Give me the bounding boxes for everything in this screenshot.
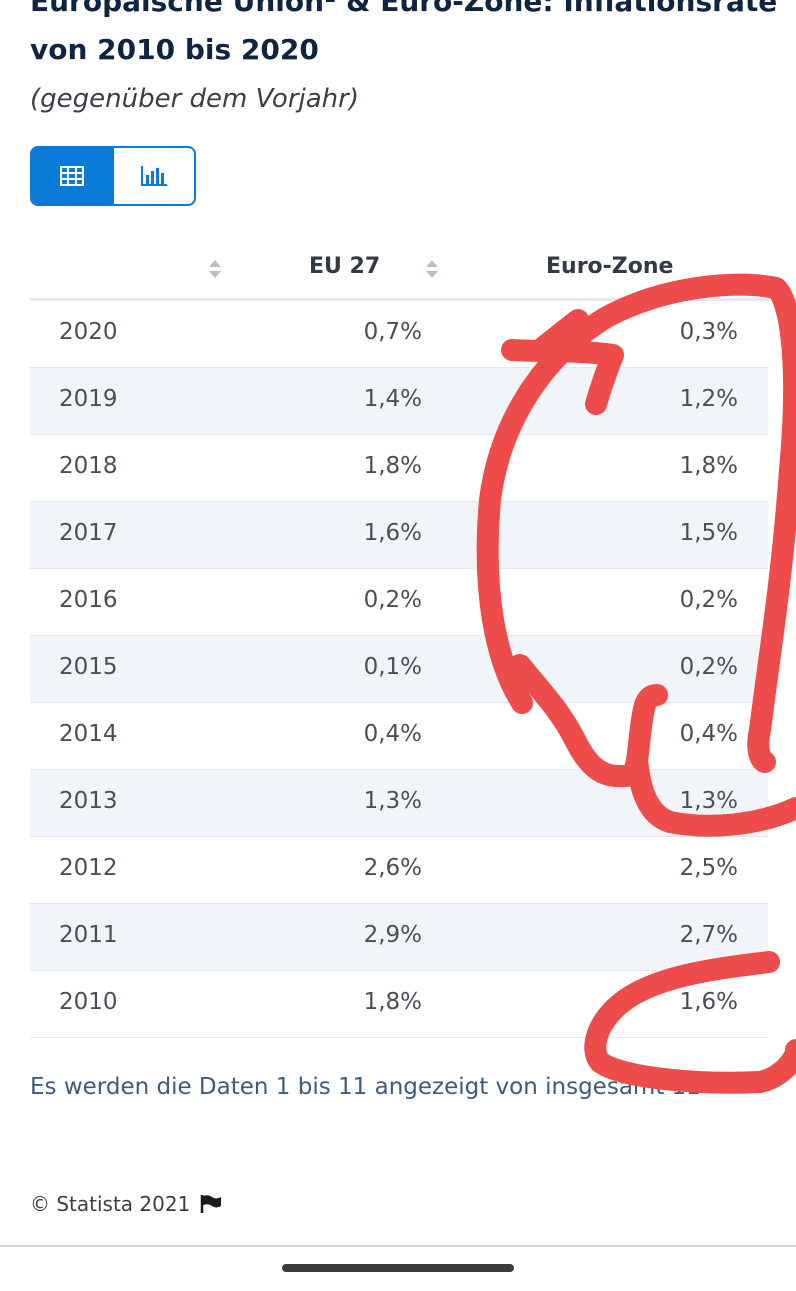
year-cell: 2018: [59, 453, 118, 479]
table-row: 2018 1,8% 1,8%: [30, 435, 768, 502]
chart-view-button[interactable]: [112, 148, 194, 204]
year-cell: 2015: [59, 654, 118, 680]
eurozone-cell: 1,8%: [679, 453, 738, 479]
table-row: 2012 2,6% 2,5%: [30, 837, 768, 904]
divider: [0, 1245, 796, 1247]
year-cell: 2013: [59, 788, 118, 814]
table-row: 2017 1,6% 1,5%: [30, 502, 768, 569]
table-view-button[interactable]: [32, 148, 112, 204]
year-cell: 2011: [59, 922, 118, 948]
eurozone-cell: 0,2%: [679, 587, 738, 613]
year-cell: 2016: [59, 587, 118, 613]
eurozone-cell: 2,7%: [679, 922, 738, 948]
eu27-cell: 1,4%: [363, 386, 422, 412]
eu27-cell: 1,8%: [363, 989, 422, 1015]
eu27-cell: 0,4%: [363, 721, 422, 747]
eurozone-cell: 0,4%: [679, 721, 738, 747]
eurozone-cell: 0,2%: [679, 654, 738, 680]
sort-icon[interactable]: [207, 258, 223, 280]
table-row: 2014 0,4% 0,4%: [30, 703, 768, 770]
table-row: 2011 2,9% 2,7%: [30, 904, 768, 971]
eurozone-cell: 1,2%: [679, 386, 738, 412]
view-toggle: [30, 146, 196, 206]
column-header-eurozone[interactable]: Euro-Zone: [546, 254, 674, 279]
eu27-cell: 2,6%: [363, 855, 422, 881]
year-cell: 2012: [59, 855, 118, 881]
table-row: 2010 1,8% 1,6%: [30, 971, 768, 1038]
table-row: 2015 0,1% 0,2%: [30, 636, 768, 703]
eu27-cell: 0,2%: [363, 587, 422, 613]
year-cell: 2020: [59, 319, 118, 345]
eu27-cell: 1,6%: [363, 520, 422, 546]
copyright-text: © Statista 2021: [30, 1192, 191, 1216]
table-row: 2016 0,2% 0,2%: [30, 569, 768, 636]
eurozone-cell: 0,3%: [679, 319, 738, 345]
copyright: © Statista 2021: [30, 1192, 222, 1216]
eu27-cell: 0,7%: [363, 319, 422, 345]
table-row: 2019 1,4% 1,2%: [30, 368, 768, 435]
year-cell: 2014: [59, 721, 118, 747]
page-subtitle: (gegenüber dem Vorjahr): [30, 84, 359, 114]
sort-icon[interactable]: [424, 258, 440, 280]
column-header-eu27[interactable]: EU 27: [309, 254, 381, 279]
pagination-info: Es werden die Daten 1 bis 11 angezeigt v…: [30, 1074, 701, 1100]
bar-chart-icon: [141, 166, 167, 186]
eu27-cell: 0,1%: [363, 654, 422, 680]
data-table-body: 2020 0,7% 0,3% 2019 1,4% 1,2% 2018 1,8% …: [30, 301, 768, 1038]
page-title: Europäische Union¹ & Euro-Zone: Inflatio…: [30, 0, 778, 66]
eu27-cell: 1,8%: [363, 453, 422, 479]
eurozone-cell: 1,5%: [679, 520, 738, 546]
eu27-cell: 2,9%: [363, 922, 422, 948]
year-cell: 2019: [59, 386, 118, 412]
table-row: 2013 1,3% 1,3%: [30, 770, 768, 837]
year-cell: 2010: [59, 989, 118, 1015]
eurozone-cell: 1,6%: [679, 989, 738, 1015]
eurozone-cell: 2,5%: [679, 855, 738, 881]
eurozone-cell: 1,3%: [679, 788, 738, 814]
eu27-cell: 1,3%: [363, 788, 422, 814]
home-indicator[interactable]: [282, 1264, 514, 1272]
table-icon: [60, 166, 84, 186]
table-header: EU 27 Euro-Zone: [30, 236, 770, 301]
year-cell: 2017: [59, 520, 118, 546]
flag-icon[interactable]: [200, 1194, 222, 1214]
table-row: 2020 0,7% 0,3%: [30, 301, 768, 368]
